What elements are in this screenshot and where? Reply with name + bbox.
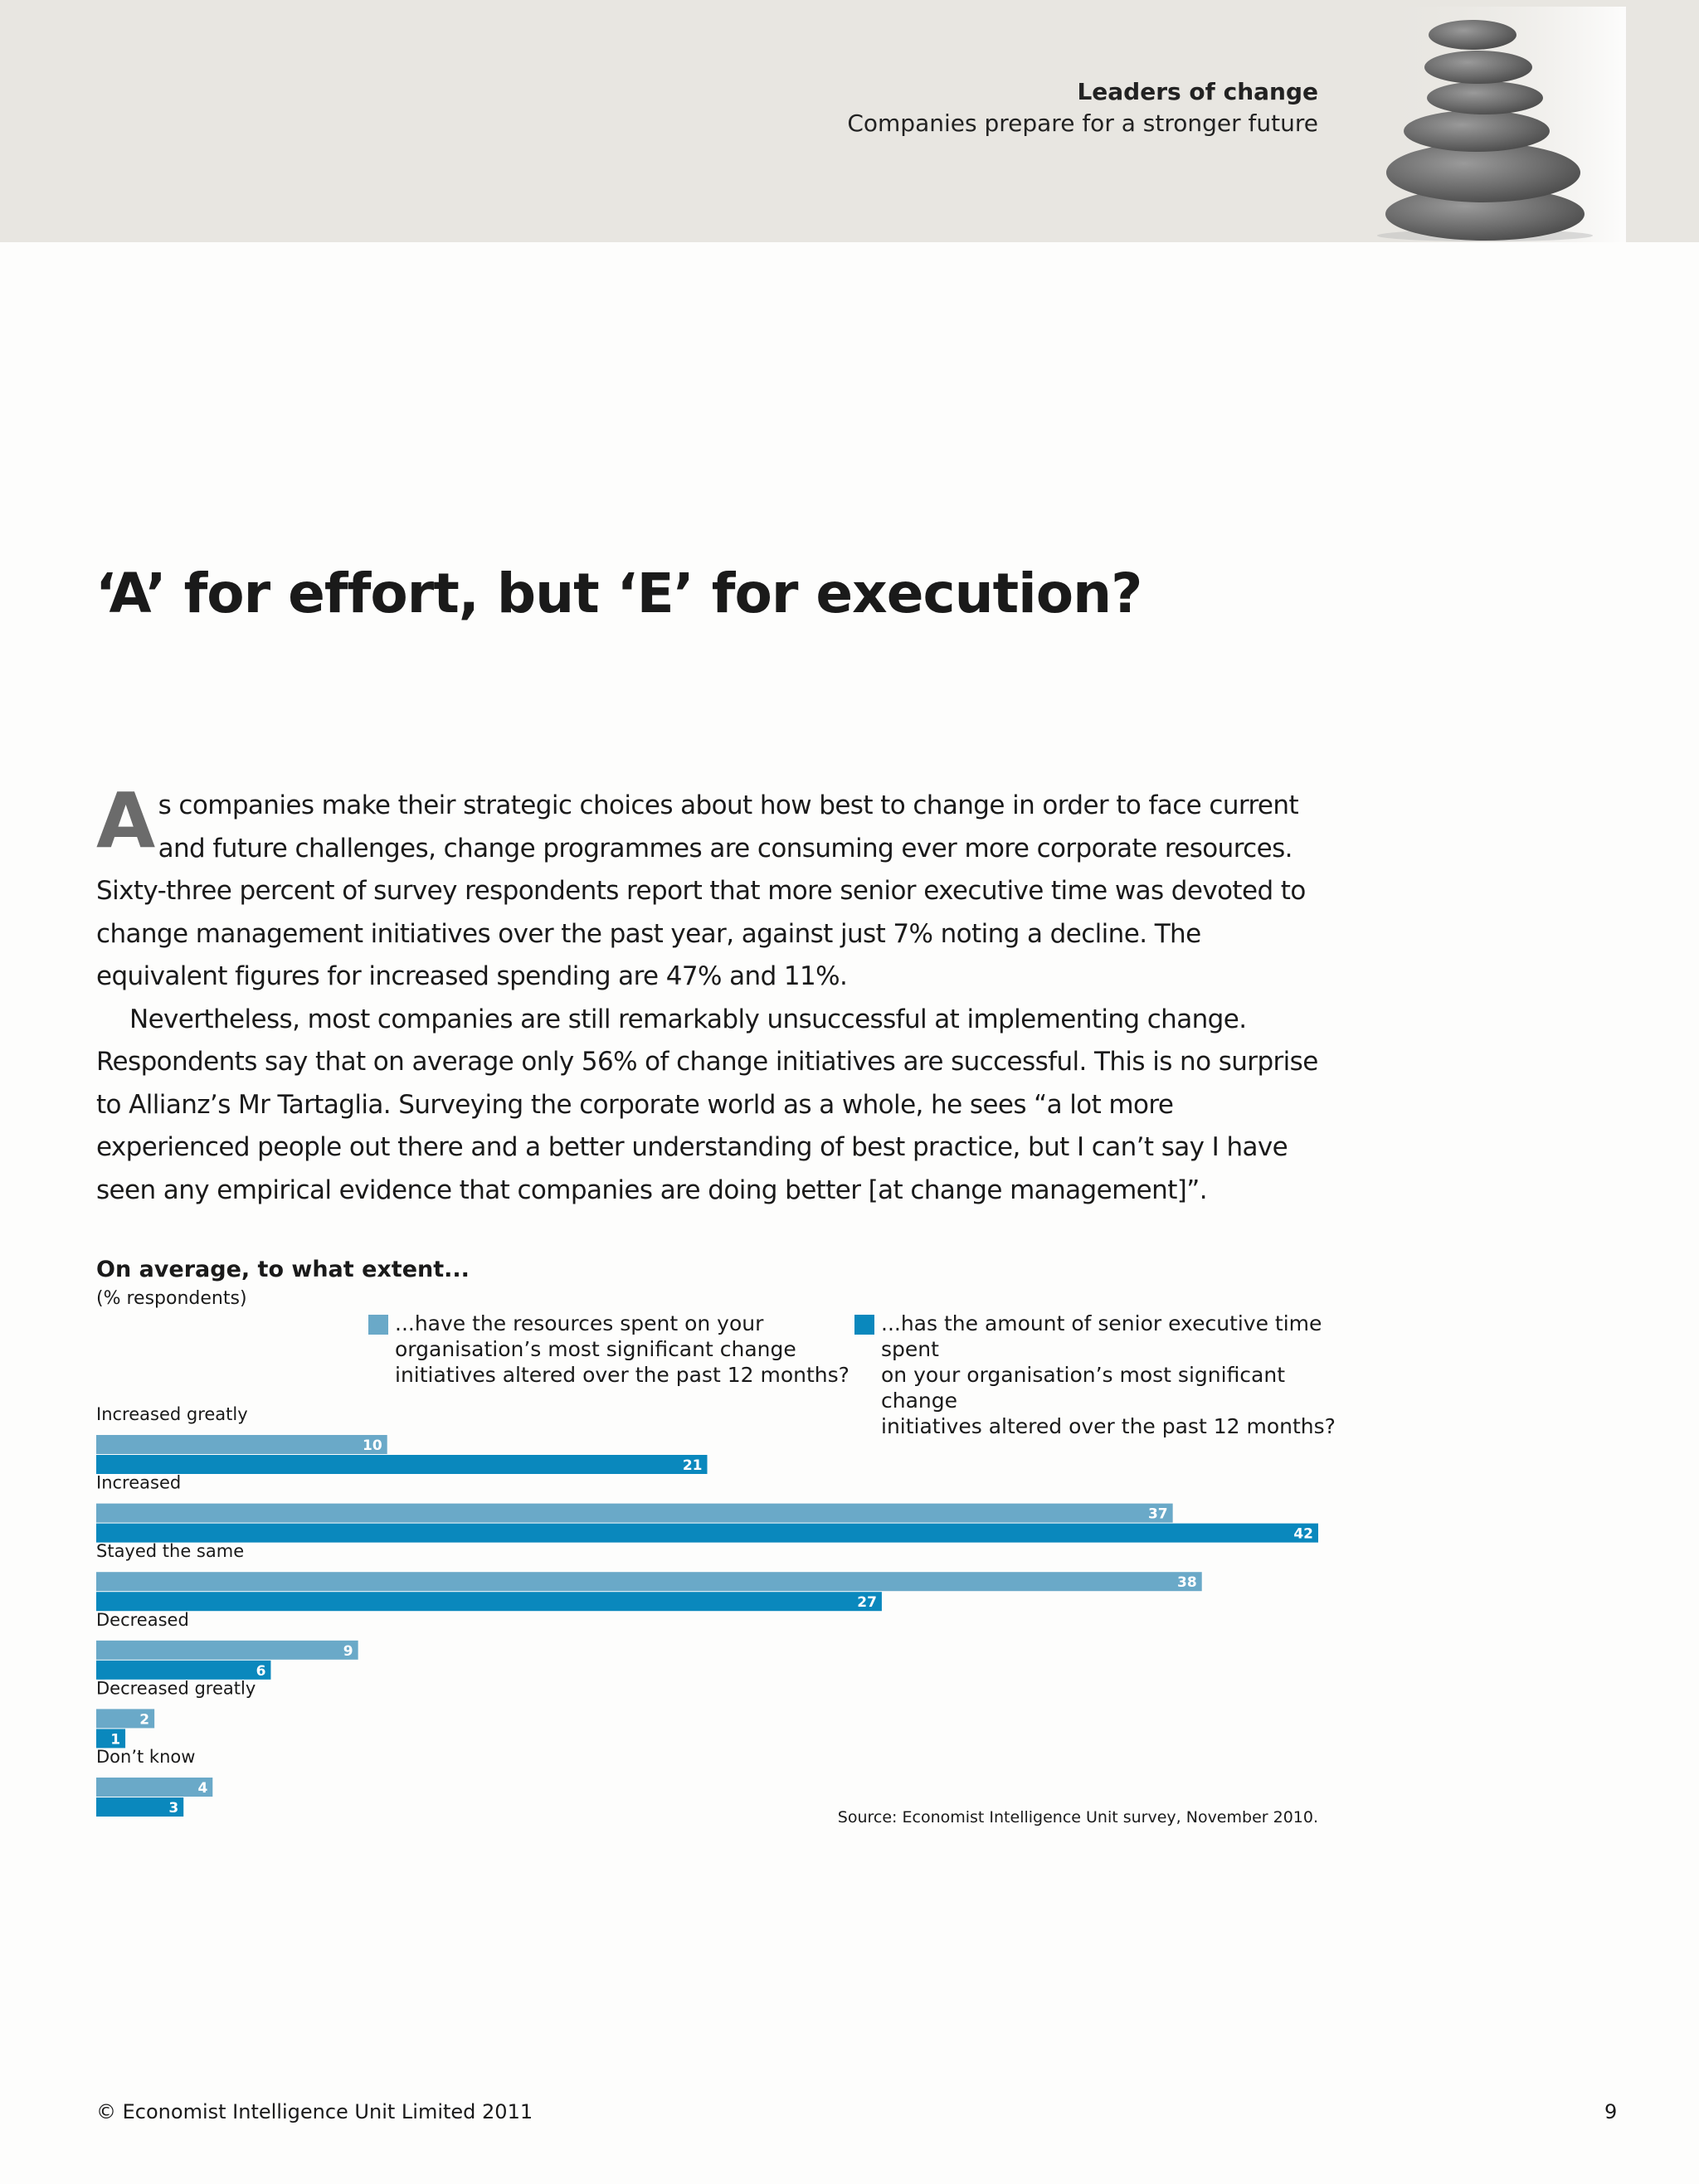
category-label: Decreased greatly: [96, 1678, 256, 1698]
bar-exec-time: [96, 1523, 1318, 1543]
bar-resources: [96, 1709, 155, 1729]
stacked-stones-image: [1377, 7, 1626, 242]
header-subtitle: Companies prepare for a stronger future: [847, 109, 1318, 137]
bar-exec-time: [96, 1660, 271, 1680]
bar-value-label: 2: [139, 1711, 149, 1728]
header-text: Leaders of change Companies prepare for …: [847, 76, 1318, 139]
chart-subtitle: (% respondents): [96, 1288, 247, 1309]
bar-value-label: 42: [1293, 1526, 1313, 1543]
bar-value-label: 3: [168, 1800, 178, 1817]
category-label: Increased: [96, 1473, 181, 1493]
header-title: Leaders of change: [1077, 78, 1318, 105]
legend-swatch-exec-time: [854, 1315, 874, 1335]
bar-value-label: 21: [683, 1457, 703, 1474]
category-label: Increased greatly: [96, 1404, 248, 1424]
legend-item-resources: ...have the resources spent on your orga…: [368, 1311, 868, 1388]
page-header: Leaders of change Companies prepare for …: [0, 0, 1699, 242]
bar-value-label: 27: [857, 1594, 877, 1611]
legend-label-resources: ...have the resources spent on your orga…: [395, 1311, 850, 1387]
bar-exec-time: [96, 1455, 708, 1474]
bar-value-label: 37: [1148, 1506, 1168, 1523]
chart-title: On average, to what extent...: [96, 1257, 470, 1282]
page-number: 9: [1604, 2100, 1618, 2123]
legend-item-exec-time: ...has the amount of senior executive ti…: [854, 1311, 1354, 1439]
bar-value-label: 38: [1177, 1574, 1197, 1591]
drop-cap: A: [96, 776, 155, 865]
chart-source: Source: Economist Intelligence Unit surv…: [837, 1808, 1318, 1826]
category-label: Don’t know: [96, 1747, 195, 1767]
bar-exec-time: [96, 1797, 184, 1817]
category-label: Decreased: [96, 1610, 189, 1630]
bar-resources: [96, 1640, 358, 1660]
legend-swatch-resources: [368, 1315, 388, 1335]
bar-value-label: 1: [110, 1731, 120, 1748]
article-headline: ‘A’ for effort, but ‘E’ for execution?: [95, 562, 1142, 625]
bar-exec-time: [96, 1729, 126, 1749]
bar-value-label: 6: [256, 1663, 266, 1680]
paragraph-1-text: s companies make their strategic choices…: [96, 790, 1306, 991]
bar-value-label: 4: [197, 1780, 207, 1797]
footer-copyright: © Economist Intelligence Unit Limited 20…: [96, 2100, 533, 2123]
bar-value-label: 9: [343, 1643, 353, 1660]
legend-label-exec-time: ...has the amount of senior executive ti…: [881, 1311, 1336, 1438]
category-label: Stayed the same: [96, 1541, 244, 1561]
paragraph-2: Nevertheless, most companies are still r…: [96, 1004, 1318, 1205]
bar-resources: [96, 1503, 1173, 1523]
bar-exec-time: [96, 1592, 882, 1612]
bar-resources: [96, 1572, 1202, 1592]
bar-resources: [96, 1435, 387, 1454]
bar-value-label: 10: [363, 1437, 382, 1454]
bar-resources: [96, 1778, 213, 1797]
